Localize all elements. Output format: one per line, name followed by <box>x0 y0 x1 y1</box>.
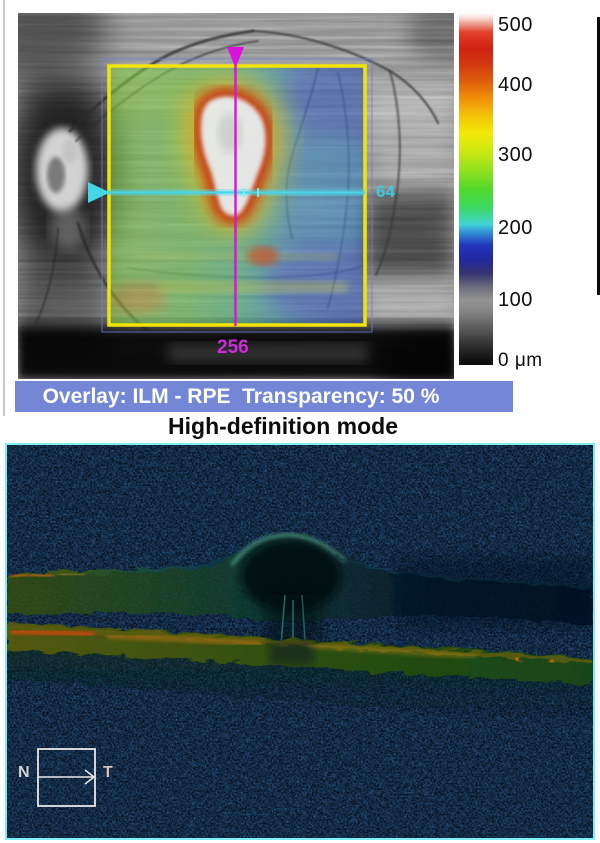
bscan-art <box>7 445 593 838</box>
horizontal-scan-number: 64 <box>376 182 395 201</box>
scale-tick-500: 500 <box>498 14 533 36</box>
bscan-image: N T <box>5 443 595 840</box>
roi-box[interactable] <box>107 64 367 327</box>
thickness-overlay <box>109 66 365 325</box>
orientation-temporal-label: T <box>103 764 113 781</box>
fundus-thickness-map: 64 256 <box>18 13 454 379</box>
scale-tick-300: 300 <box>498 144 533 166</box>
choroid-band <box>7 645 593 725</box>
rpe-band <box>7 623 593 685</box>
orientation-nasal-label: N <box>18 764 30 781</box>
orientation-indicator <box>37 748 96 807</box>
vertical-crosshair[interactable] <box>227 47 244 326</box>
section-title: High-definition mode <box>168 413 398 439</box>
vertical-scan-number: 256 <box>217 337 249 358</box>
vertical-crosshair-handle-icon[interactable] <box>227 47 244 68</box>
adjacent-panel-edge <box>597 17 600 295</box>
overlay-status-bar[interactable]: Overlay: ILM - RPE Transparency: 50 % <box>15 381 513 412</box>
scale-tick-100: 100 <box>498 289 533 311</box>
overlay-status-text: Overlay: ILM - RPE Transparency: 50 % <box>42 384 440 408</box>
optic-disc <box>18 88 122 258</box>
horizontal-crosshair-handle-icon[interactable] <box>88 182 110 203</box>
thickness-color-scale <box>459 13 493 365</box>
band-dim-region <box>397 557 593 629</box>
scale-tick-zero: 0 μm <box>498 350 543 371</box>
fundus-art <box>18 13 454 379</box>
scale-tick-400: 400 <box>498 74 533 96</box>
figure-left-border <box>3 0 5 416</box>
scale-tick-200: 200 <box>498 217 533 239</box>
central-thickening-blob <box>181 77 285 266</box>
